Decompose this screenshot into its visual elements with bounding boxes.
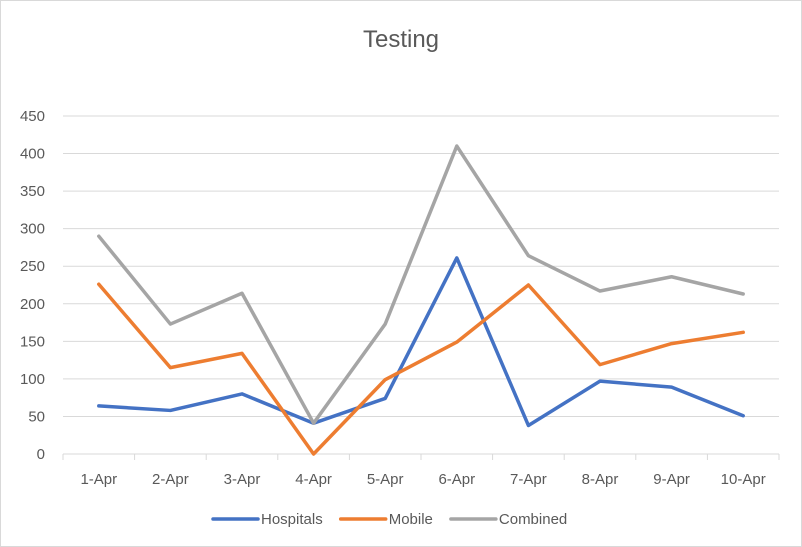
series-line-mobile	[97, 282, 745, 456]
y-tick-label: 150	[20, 333, 45, 350]
x-tick-label: 5-Apr	[367, 471, 404, 488]
series-line-hospitals	[97, 256, 745, 428]
x-tick-label: 4-Apr	[295, 471, 332, 488]
x-tick-label: 10-Apr	[721, 471, 766, 488]
y-tick-label: 200	[20, 296, 45, 313]
y-tick-label: 350	[20, 183, 45, 200]
y-tick-label: 400	[20, 146, 45, 163]
legend-label-combined: Combined	[499, 511, 567, 528]
y-tick-label: 250	[20, 258, 45, 275]
y-tick-label: 300	[20, 221, 45, 238]
x-tick-label: 6-Apr	[438, 471, 475, 488]
y-axis-tick-labels: 0 50 100 150 200 250 300 350 400 450	[20, 108, 45, 463]
chart-title: Testing	[363, 26, 439, 53]
x-tick-label: 9-Apr	[653, 471, 690, 488]
legend-label-hospitals: Hospitals	[261, 511, 323, 528]
y-tick-label: 0	[37, 446, 45, 463]
x-tick-label: 2-Apr	[152, 471, 189, 488]
legend-label-mobile: Mobile	[389, 511, 433, 528]
x-tick-label: 7-Apr	[510, 471, 547, 488]
y-tick-label: 50	[28, 408, 45, 425]
series-lines	[97, 144, 745, 456]
x-tick-label: 1-Apr	[80, 471, 117, 488]
y-tick-label: 450	[20, 108, 45, 125]
x-tick-label: 8-Apr	[582, 471, 619, 488]
y-tick-label: 100	[20, 371, 45, 388]
series-line-combined	[97, 144, 745, 425]
x-axis-tick-labels: 1-Apr 2-Apr 3-Apr 4-Apr 5-Apr 6-Apr 7-Apr 8-Apr…	[62, 454, 780, 488]
gridlines	[63, 115, 779, 455]
x-tick-label: 3-Apr	[224, 471, 261, 488]
legend: Hospitals Mobile Combined	[211, 511, 567, 528]
